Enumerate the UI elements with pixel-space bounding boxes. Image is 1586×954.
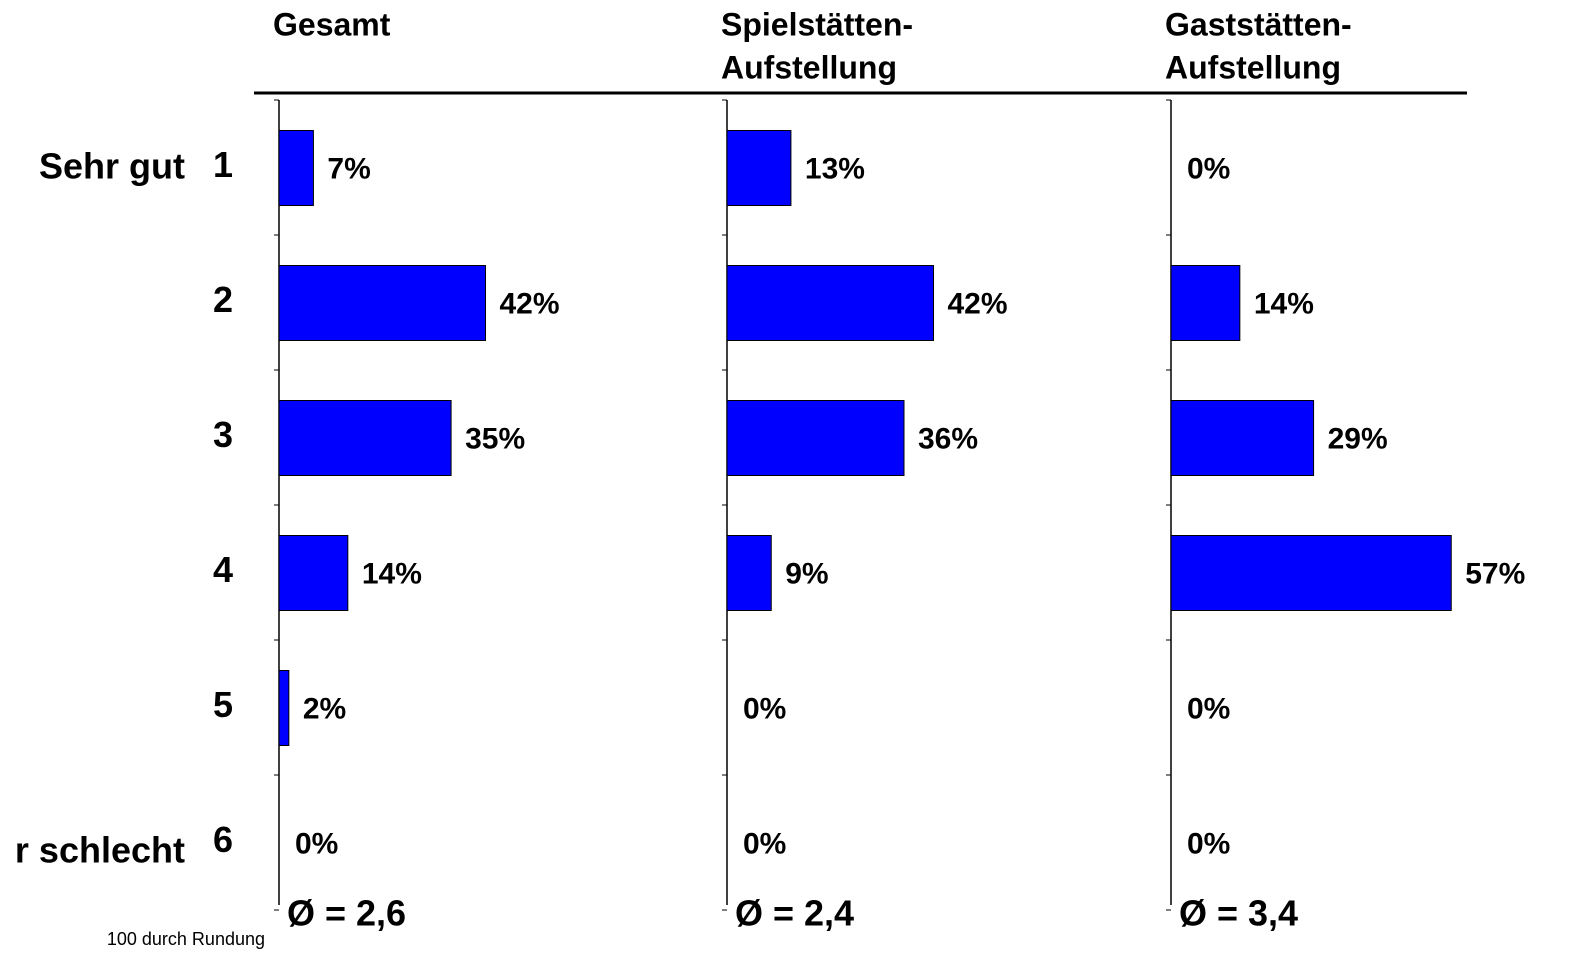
average-label: Ø = 2,4 (735, 893, 854, 934)
panel-title: Aufstellung (1165, 49, 1341, 85)
value-label: 0% (1187, 152, 1230, 185)
bar (1170, 400, 1315, 476)
category-label: 1 (213, 144, 233, 185)
scale-label: r schlecht (15, 830, 185, 871)
value-label: 42% (500, 287, 560, 320)
category-label: 2 (213, 279, 233, 320)
bar (1170, 265, 1241, 341)
footnote: 100 durch Rundung (107, 929, 265, 949)
value-label: 57% (1465, 557, 1525, 590)
value-label: 42% (948, 287, 1008, 320)
bar (726, 265, 934, 341)
value-label: 14% (1254, 287, 1314, 320)
bar (1170, 535, 1452, 611)
value-label: 29% (1328, 422, 1388, 455)
category-label: 3 (213, 414, 233, 455)
bar (726, 535, 772, 611)
scale-label: Sehr gut (39, 146, 185, 187)
bar (278, 400, 452, 476)
category-label: 5 (213, 684, 233, 725)
value-label: 2% (303, 692, 346, 725)
category-label: 6 (213, 819, 233, 860)
bar (278, 670, 290, 746)
value-label: 0% (743, 827, 786, 860)
panel-title: Aufstellung (721, 49, 897, 85)
average-label: Ø = 2,6 (287, 893, 406, 934)
panel-title: Gesamt (273, 6, 391, 42)
bar (278, 130, 314, 206)
value-label: 0% (295, 827, 338, 860)
value-label: 7% (327, 152, 370, 185)
bar (278, 265, 486, 341)
panel-title: Gaststätten- (1165, 6, 1352, 42)
value-label: 14% (362, 557, 422, 590)
value-label: 0% (1187, 692, 1230, 725)
category-label: 4 (213, 549, 233, 590)
average-label: Ø = 3,4 (1179, 893, 1298, 934)
value-label: 0% (1187, 827, 1230, 860)
bar (278, 535, 349, 611)
value-label: 36% (918, 422, 978, 455)
value-label: 13% (805, 152, 865, 185)
bar (726, 130, 792, 206)
value-label: 9% (785, 557, 828, 590)
panel-title: Spielstätten- (721, 6, 913, 42)
value-label: 0% (743, 692, 786, 725)
value-label: 35% (465, 422, 525, 455)
bar (726, 400, 905, 476)
